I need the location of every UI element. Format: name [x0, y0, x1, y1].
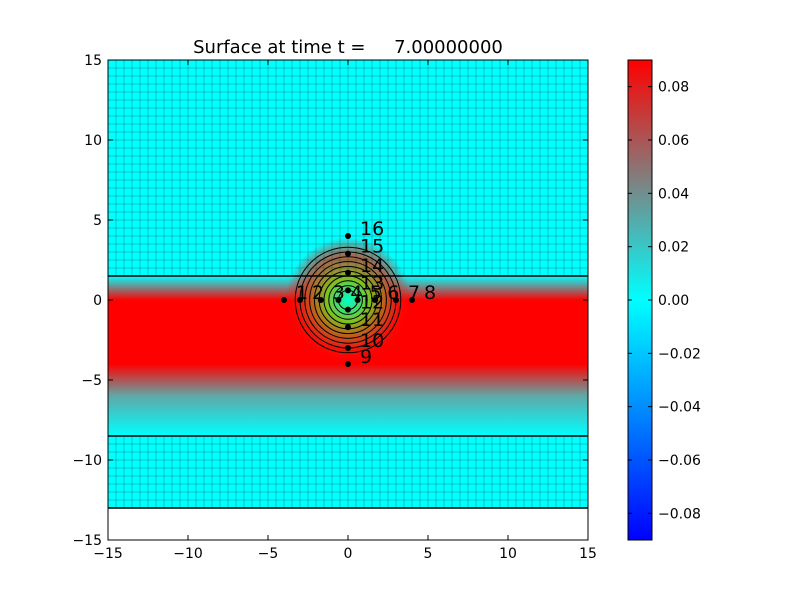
gauge-label: 9: [360, 346, 372, 368]
colorbar-tick-label: −0.08: [658, 506, 701, 522]
x-tick-label: 15: [579, 546, 597, 562]
contour-ring: [333, 285, 363, 315]
colorbar-ticks: −0.08 −0.06 −0.04 −0.02 0.00 0.02 0.04 0.06 0.08: [628, 80, 701, 522]
gauge-dot: [345, 233, 351, 239]
contour-ring: [328, 280, 368, 320]
mesh-grid: [108, 60, 588, 509]
x-axis: −15 −10 −5 0 5 10 15: [93, 60, 597, 562]
colorbar: −0.08 −0.06 −0.04 −0.02 0.00 0.02 0.04 0.06 0.08: [627, 59, 701, 541]
gauge-dot: [345, 324, 351, 331]
colorbar-tick-label: 0.00: [658, 293, 689, 309]
colorbar-tick-label: 0.08: [658, 80, 689, 96]
colorbar-tick-label: −0.06: [658, 453, 701, 469]
contour-ring: [313, 265, 383, 335]
gauge-label: 8: [424, 282, 436, 304]
contour-ring: [294, 246, 402, 354]
gauge-dot: [345, 345, 351, 351]
y-tick-label: −15: [72, 533, 102, 549]
gauge-label: 10: [360, 330, 384, 352]
gauge-label: 14: [360, 255, 384, 277]
y-tick-label: −5: [81, 373, 102, 389]
gauge-dot: [297, 297, 303, 303]
y-axis: −15 −10 −5 0 5 10 15: [72, 53, 588, 549]
gauge-label: 12: [360, 292, 384, 314]
chart-title: Surface at time t = 7.00000000: [193, 37, 503, 58]
contour-ring: [323, 275, 373, 325]
gauge-label: 11: [360, 309, 384, 331]
gauge-dot: [345, 306, 351, 313]
y-tick-label: 0: [93, 293, 102, 309]
gauge-dot: [409, 297, 415, 303]
y-tick-label: 15: [84, 53, 102, 69]
gauge-dot: [393, 297, 399, 303]
x-tick-label: −15: [93, 546, 123, 562]
x-tick-label: −5: [258, 546, 279, 562]
gauge-dot: [281, 297, 287, 303]
gauge-dot: [354, 297, 361, 303]
x-tick-label: 0: [344, 546, 353, 562]
y-tick-label: −10: [72, 453, 102, 469]
colorbar-tick-label: 0.02: [658, 240, 689, 256]
gauge-dot: [345, 250, 351, 257]
gauge-dot: [372, 297, 379, 303]
colorbar-tick-label: 0.04: [658, 186, 689, 202]
y-tick-label: 10: [84, 133, 102, 149]
gauge-label: 16: [360, 218, 384, 240]
contour-ring: [309, 261, 387, 339]
gauge-dot: [345, 269, 351, 276]
gauge-dot: [345, 287, 351, 294]
gauge-dot: [317, 297, 324, 303]
gauge-label: 15: [360, 236, 384, 258]
colorbar-tick-label: −0.04: [658, 400, 701, 416]
x-tick-label: 10: [499, 546, 517, 562]
colorbar-tick-label: 0.06: [658, 133, 689, 149]
y-tick-label: 5: [93, 213, 102, 229]
contour-ring: [304, 256, 392, 344]
gauge-dot: [335, 297, 342, 303]
colorbar-tick-label: −0.02: [658, 346, 701, 362]
surface-bump: [285, 237, 411, 363]
x-tick-label: −10: [173, 546, 203, 562]
x-tick-label: 5: [424, 546, 433, 562]
gauge-label: 13: [360, 272, 384, 294]
gauge-dot: [345, 361, 351, 367]
